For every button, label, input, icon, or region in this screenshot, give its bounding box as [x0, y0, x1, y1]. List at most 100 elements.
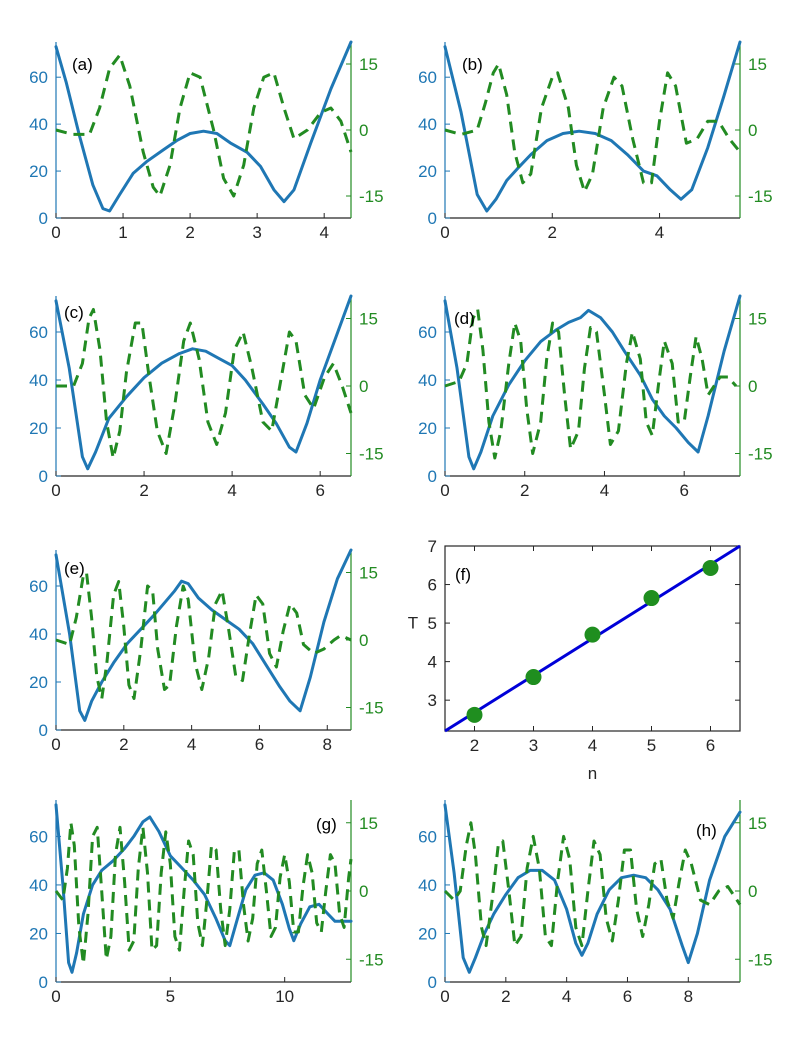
right-tick-label: -15 — [359, 445, 384, 464]
x-tick-label: 0 — [51, 223, 60, 242]
x-tick-label: 5 — [647, 736, 656, 755]
right-tick-label: 15 — [359, 310, 378, 329]
x-tick-label: 4 — [655, 223, 664, 242]
x-tick-label: 8 — [323, 735, 332, 754]
series-line-right — [444, 62, 742, 194]
left-tick-label: 60 — [29, 827, 48, 846]
data-point — [584, 626, 601, 643]
series-line-right — [55, 53, 353, 198]
x-tick-label: 2 — [185, 223, 194, 242]
y-tick-label: 3 — [428, 691, 437, 710]
left-tick-label: 60 — [418, 827, 437, 846]
panel-label: (d) — [454, 309, 475, 328]
left-tick-label: 20 — [418, 924, 437, 943]
series-line-right — [54, 821, 353, 966]
y-tick-label: 4 — [428, 653, 437, 672]
panel-label: (b) — [462, 55, 483, 74]
panel-label: (f) — [455, 565, 471, 584]
right-tick-label: 0 — [748, 882, 757, 901]
left-tick-label: 0 — [39, 209, 48, 228]
panel-f: 2 3 4 5 6 3 4 5 6 7 n T (f) — [408, 537, 741, 783]
right-tick-label: 15 — [359, 814, 378, 833]
series-line-left — [443, 294, 742, 471]
series-line-right — [443, 821, 742, 948]
panel-g: 0 5 10 0 20 40 60 -15 0 15 (g) — [29, 800, 384, 1006]
x-tick-label: 6 — [623, 987, 632, 1006]
right-tick-label: 0 — [748, 377, 757, 396]
panel-label: (e) — [64, 559, 85, 578]
x-tick-label: 1 — [118, 223, 127, 242]
left-tick-label: 20 — [418, 419, 437, 438]
series-line-left — [54, 40, 353, 213]
left-tick-label: 0 — [39, 721, 48, 740]
x-axis-label: n — [588, 764, 597, 783]
series-line-left — [54, 548, 353, 722]
left-tick-label: 0 — [428, 209, 437, 228]
right-tick-label: 15 — [748, 55, 767, 74]
y-tick-label: 6 — [428, 576, 437, 595]
right-tick-label: 15 — [748, 814, 767, 833]
panel-e: 0 2 4 6 8 0 20 40 60 -15 0 15 (e) — [29, 548, 384, 754]
right-tick-label: 0 — [359, 121, 368, 140]
series-line-left — [54, 294, 353, 471]
left-tick-label: 40 — [29, 876, 48, 895]
left-tick-label: 60 — [29, 68, 48, 87]
right-tick-label: 0 — [359, 631, 368, 650]
right-tick-label: -15 — [359, 187, 384, 206]
left-tick-label: 20 — [418, 162, 437, 181]
right-tick-label: 0 — [359, 377, 368, 396]
series-line-right — [56, 308, 353, 460]
left-tick-label: 20 — [29, 419, 48, 438]
x-tick-label: 2 — [520, 481, 529, 500]
x-tick-label: 4 — [187, 735, 196, 754]
series-line-left — [443, 803, 742, 974]
panel-h: 0 2 4 6 8 0 20 40 60 -15 0 15 (h) — [418, 800, 773, 1006]
x-tick-label: 3 — [252, 223, 261, 242]
left-tick-label: 60 — [418, 323, 437, 342]
y-tick-label: 5 — [428, 614, 437, 633]
series-line-right — [55, 571, 352, 700]
right-tick-label: 15 — [359, 564, 378, 583]
series-line-right — [444, 308, 738, 460]
left-tick-label: 40 — [29, 371, 48, 390]
x-tick-label: 5 — [166, 987, 175, 1006]
x-tick-label: 6 — [315, 481, 324, 500]
right-tick-label: -15 — [359, 950, 384, 969]
left-tick-label: 60 — [418, 68, 437, 87]
data-point — [466, 706, 483, 723]
x-tick-label: 3 — [529, 736, 538, 755]
left-tick-label: 0 — [428, 467, 437, 486]
series-line-left — [443, 40, 742, 213]
x-tick-label: 0 — [51, 735, 60, 754]
x-tick-label: 2 — [501, 987, 510, 1006]
x-tick-label: 6 — [706, 736, 715, 755]
left-tick-label: 60 — [29, 323, 48, 342]
x-tick-label: 2 — [470, 736, 479, 755]
x-tick-label: 0 — [51, 987, 60, 1006]
x-tick-label: 10 — [275, 987, 294, 1006]
panel-label: (c) — [64, 303, 84, 322]
right-tick-label: -15 — [748, 445, 773, 464]
data-point — [702, 559, 719, 576]
data-point — [643, 590, 660, 607]
left-tick-label: 40 — [418, 115, 437, 134]
series-line-left — [54, 803, 353, 974]
x-tick-label: 0 — [440, 987, 449, 1006]
x-tick-label: 6 — [255, 735, 264, 754]
right-tick-label: -15 — [359, 699, 384, 718]
x-tick-label: 2 — [139, 481, 148, 500]
right-tick-label: -15 — [748, 187, 773, 206]
right-tick-label: 15 — [359, 55, 378, 74]
x-tick-label: 8 — [684, 987, 693, 1006]
panel-label: (h) — [696, 821, 717, 840]
right-tick-label: 0 — [359, 882, 368, 901]
x-tick-label: 4 — [319, 223, 328, 242]
x-tick-label: 4 — [600, 481, 609, 500]
x-tick-label: 4 — [227, 481, 236, 500]
left-tick-label: 40 — [418, 876, 437, 895]
x-tick-label: 2 — [119, 735, 128, 754]
